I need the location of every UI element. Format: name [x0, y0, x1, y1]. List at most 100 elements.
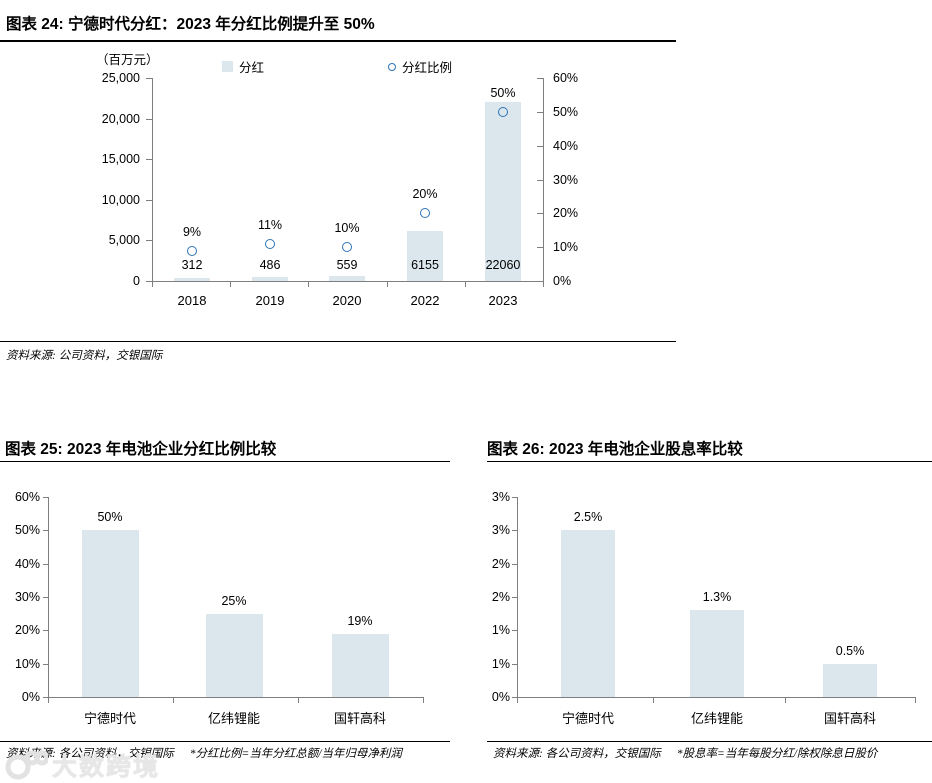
- figure26-source: 资料来源: 各公司资料，交银国际 *股息率=当年每股分红/除权除息日股价: [493, 747, 932, 762]
- category-label: 亿纬锂能: [690, 711, 743, 726]
- bar-value-label: 1.3%: [702, 590, 732, 605]
- value-bar: [561, 530, 615, 697]
- dividend-bar: [485, 101, 521, 281]
- category-label: 宁德时代: [83, 711, 136, 726]
- category-label: 2022: [410, 293, 440, 308]
- y-axis-line: [48, 497, 49, 698]
- y-axis-label: 0%: [491, 690, 510, 704]
- x-axis-tick: [423, 697, 424, 703]
- figure26-title: 图表 26: 2023 年电池企业股息率比较: [487, 441, 743, 458]
- ratio-marker: [420, 208, 430, 219]
- x-axis-line: [517, 697, 916, 698]
- value-bar: [823, 663, 877, 697]
- figure26-chart: 3% 3% 2% 2% 1% 1% 0% 2.5% 宁德时代 1.3% 亿纬锂能 0.5% 国轩高科: [487, 466, 932, 746]
- figure24-title: 图表 24: 宁德时代分红：2023 年分红比例提升至 50%: [6, 16, 375, 33]
- x-axis-tick: [543, 281, 544, 287]
- bar-value-label: 19%: [347, 613, 373, 628]
- y-axis-tick: [43, 697, 48, 698]
- right-axis-tick: [537, 247, 543, 249]
- y-axis-label: 30%: [14, 590, 40, 604]
- value-bar: [81, 530, 139, 697]
- bar-value-label: 486: [259, 258, 281, 272]
- ratio-value-label: 10%: [334, 221, 360, 236]
- x-axis-tick: [298, 697, 299, 703]
- y-axis-tick: [512, 697, 517, 698]
- value-bar: [205, 613, 263, 697]
- figure25-title: 图表 25: 2023 年电池企业分红比例比较: [5, 441, 277, 458]
- y-axis-label: 0%: [21, 690, 40, 704]
- right-axis-tick: [537, 281, 543, 282]
- left-axis-label: 10,000: [101, 192, 140, 207]
- x-axis-tick: [915, 697, 916, 703]
- figure24-legend-item-dividend: 分红: [222, 57, 264, 76]
- category-label: 国轩高科: [823, 711, 876, 726]
- right-axis-label: 50%: [553, 104, 579, 119]
- bar-value-label: 559: [336, 258, 358, 272]
- right-axis-label: 10%: [553, 240, 579, 255]
- y-axis-label: 3%: [491, 490, 510, 504]
- figure24-source-rule: [0, 341, 676, 343]
- figure25-title-rule: [0, 461, 450, 463]
- source-text: 资料来源: 公司资料，交银国际: [6, 350, 163, 362]
- right-axis-label: 0%: [553, 274, 572, 288]
- category-label: 国轩高科: [333, 711, 386, 726]
- left-axis-tick: [146, 199, 152, 201]
- x-axis-tick: [785, 697, 786, 703]
- x-axis-tick: [230, 281, 232, 287]
- category-label: 2019: [255, 293, 285, 308]
- y-axis-label: 3%: [491, 523, 510, 538]
- bar-value-label: 25%: [221, 593, 247, 608]
- value-bar: [331, 633, 389, 697]
- footnote-text: *分红比例=当年分红总额/当年归母净利润: [189, 748, 402, 760]
- figure25-source: 资料来源: 各公司资料，交银国际 *分红比例=当年分红总额/当年归母净利润: [6, 747, 440, 762]
- right-axis-label: 20%: [553, 206, 579, 221]
- left-axis-line: [152, 78, 153, 282]
- bar-series-legend-icon: [222, 61, 233, 72]
- dividend-bar: [174, 278, 210, 281]
- y-axis-label: 1%: [491, 656, 510, 671]
- left-axis-tick: [146, 78, 152, 79]
- y-axis-label: 2%: [491, 590, 510, 604]
- ratio-marker: [265, 238, 275, 249]
- right-axis-tick: [537, 213, 543, 215]
- category-label: 2023: [488, 293, 518, 308]
- x-axis-line: [48, 697, 424, 698]
- category-label: 2020: [332, 293, 362, 308]
- figure25-source-rule: [0, 741, 450, 742]
- ratio-value-label: 9%: [182, 224, 202, 239]
- bar-value-label: 22060: [485, 258, 521, 272]
- legend-label: 分红比例: [402, 61, 453, 75]
- y-axis-tick: [43, 597, 48, 598]
- y-axis-tick: [43, 630, 48, 632]
- right-axis-tick: [537, 179, 543, 181]
- figure26-title-rule: [487, 461, 932, 463]
- category-label: 亿纬锂能: [207, 711, 260, 726]
- legend-label: 分红: [239, 61, 265, 75]
- dividend-bar: [407, 231, 443, 281]
- x-axis-tick: [464, 281, 466, 287]
- left-axis-tick: [146, 281, 152, 282]
- x-axis-tick: [173, 697, 174, 703]
- figure26-source-rule: [487, 741, 932, 742]
- right-axis-tick: [537, 111, 543, 113]
- ratio-value-label: 11%: [257, 217, 283, 232]
- category-label: 2018: [177, 293, 207, 308]
- y-axis-label: 40%: [14, 556, 40, 571]
- figure25-chart: 60% 50% 40% 30% 20% 10% 0% 50% 宁德时代 25% 亿纬锂能 19% 国轩高…: [0, 466, 455, 746]
- scatter-series-legend-icon: [388, 62, 396, 71]
- y-axis-tick: [512, 530, 517, 532]
- ratio-marker: [498, 106, 508, 117]
- source-text: 资料来源: 各公司资料，交银国际: [493, 748, 661, 760]
- right-axis-tick: [537, 78, 543, 79]
- y-axis-tick: [43, 530, 48, 532]
- left-axis-tick: [146, 240, 152, 242]
- y-axis-tick: [43, 563, 48, 565]
- y-axis-label: 10%: [14, 656, 40, 671]
- y-axis-line: [517, 497, 518, 698]
- bar-value-label: 2.5%: [573, 510, 603, 525]
- x-axis-line: [152, 281, 544, 282]
- figure24-chart: （百万元） 分红 分红比例 25,000 20,000 15,000 10,000 5,…: [0, 46, 690, 346]
- right-axis-tick: [537, 145, 543, 147]
- y-axis-label: 2%: [491, 556, 510, 571]
- right-axis-label: 40%: [553, 138, 579, 153]
